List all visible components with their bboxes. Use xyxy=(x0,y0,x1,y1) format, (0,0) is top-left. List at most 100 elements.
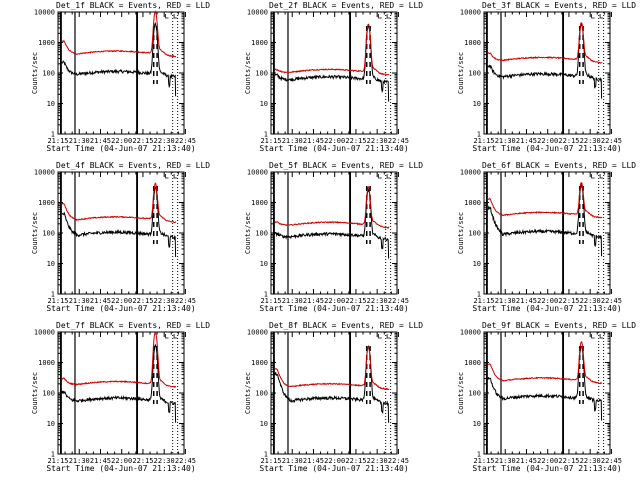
y-tick-label: 10 xyxy=(473,100,481,108)
y-tick-label: 100 xyxy=(468,230,481,238)
x-tick-label: 22:00 xyxy=(324,457,345,465)
y-tick-label: 10 xyxy=(47,100,55,108)
series-lld xyxy=(274,23,390,76)
panel-title: Det_9f BLACK = Events, RED = LLD xyxy=(482,321,636,330)
y-axis-title: Counts/sec xyxy=(244,372,252,414)
panel-title: Det_1f BLACK = Events, RED = LLD xyxy=(56,1,210,10)
x-tick-label: 22:30 xyxy=(580,137,601,145)
y-axis-title: Counts/sec xyxy=(31,212,39,254)
x-tick-label: 22:00 xyxy=(111,297,132,305)
bracket-mark xyxy=(173,174,178,179)
bracket-mark xyxy=(386,14,391,19)
bracket-mark xyxy=(378,14,382,19)
x-tick-label: 21:15 xyxy=(473,297,494,305)
x-axis-title: Start Time (04-Jun-07 21:13:40) xyxy=(259,464,408,473)
bracket-mark xyxy=(173,14,178,19)
x-tick-label: 21:45 xyxy=(516,457,537,465)
x-tick-label: 22:30 xyxy=(154,457,175,465)
panel-5: Det_5f BLACK = Events, RED = LLD 1 10 100 10… xyxy=(244,161,423,313)
x-axis-title: Start Time (04-Jun-07 21:13:40) xyxy=(472,144,621,153)
x-tick-label: 21:45 xyxy=(303,137,324,145)
y-tick-label: 1000 xyxy=(251,39,268,47)
x-tick-label: 22:45 xyxy=(175,297,196,305)
y-tick-label: 100 xyxy=(255,230,268,238)
y-tick-label: 10000 xyxy=(247,329,268,337)
series-lld xyxy=(61,10,177,58)
y-tick-label: 10 xyxy=(473,420,481,428)
panel-7: Det_7f BLACK = Events, RED = LLD 1 10 100 10… xyxy=(31,321,210,473)
x-tick-label: 21:30 xyxy=(69,297,90,305)
x-tick-label: 22:45 xyxy=(388,137,409,145)
x-axis-title: Start Time (04-Jun-07 21:13:40) xyxy=(46,464,195,473)
y-tick-label: 10 xyxy=(260,100,268,108)
x-tick-label: 22:00 xyxy=(324,297,345,305)
panel-title: Det_6f BLACK = Events, RED = LLD xyxy=(482,161,636,170)
y-tick-label: 10 xyxy=(260,420,268,428)
x-tick-label: 22:45 xyxy=(388,457,409,465)
bracket-mark xyxy=(591,14,595,19)
y-tick-label: 10000 xyxy=(247,9,268,17)
plot-frame xyxy=(57,11,185,135)
series-events xyxy=(487,345,603,421)
series-lld xyxy=(487,22,603,64)
y-tick-label: 100 xyxy=(255,390,268,398)
x-tick-label: 22:30 xyxy=(154,297,175,305)
panel-2: Det_2f BLACK = Events, RED = LLD 1 10 100 10… xyxy=(244,1,423,153)
series-events xyxy=(61,21,177,97)
y-tick-label: 1 xyxy=(477,131,481,139)
y-tick-label: 1000 xyxy=(251,359,268,367)
x-tick-label: 21:30 xyxy=(495,297,516,305)
x-tick-label: 21:45 xyxy=(516,137,537,145)
y-tick-label: 10 xyxy=(473,260,481,268)
x-axis-title: Start Time (04-Jun-07 21:13:40) xyxy=(46,144,195,153)
panel-9: Det_9f BLACK = Events, RED = LLD 1 10 100 10… xyxy=(457,321,636,473)
panel-3: Det_3f BLACK = Events, RED = LLD 1 10 100 10… xyxy=(457,1,636,153)
x-tick-label: 21:15 xyxy=(47,137,68,145)
bracket-mark xyxy=(165,174,169,179)
bracket-mark xyxy=(173,334,178,339)
series-lld xyxy=(61,331,177,389)
panel-title: Det_5f BLACK = Events, RED = LLD xyxy=(269,161,423,170)
x-tick-label: 22:15 xyxy=(558,297,579,305)
x-tick-label: 22:45 xyxy=(601,457,622,465)
x-tick-label: 22:15 xyxy=(345,297,366,305)
x-tick-label: 22:45 xyxy=(175,457,196,465)
x-tick-label: 22:30 xyxy=(580,297,601,305)
series-events xyxy=(61,185,177,257)
y-tick-label: 10000 xyxy=(460,169,481,177)
y-tick-label: 1 xyxy=(477,451,481,459)
x-tick-label: 22:15 xyxy=(132,457,153,465)
x-tick-label: 22:45 xyxy=(175,137,196,145)
plot-frame xyxy=(57,331,185,455)
x-axis-title: Start Time (04-Jun-07 21:13:40) xyxy=(46,304,195,313)
x-tick-label: 22:15 xyxy=(558,137,579,145)
x-tick-label: 22:15 xyxy=(345,137,366,145)
bracket-mark xyxy=(378,334,382,339)
x-tick-label: 21:15 xyxy=(260,457,281,465)
x-tick-label: 21:45 xyxy=(303,457,324,465)
series-events xyxy=(61,343,177,423)
panel-1: Det_1f BLACK = Events, RED = LLD 1 10 100 10… xyxy=(31,1,210,153)
panel-title: Det_2f BLACK = Events, RED = LLD xyxy=(269,1,423,10)
x-tick-label: 21:30 xyxy=(282,297,303,305)
series-events xyxy=(274,188,390,259)
series-lld xyxy=(274,185,390,229)
series-lld xyxy=(487,182,603,219)
panel-8: Det_8f BLACK = Events, RED = LLD 1 10 100 10… xyxy=(244,321,423,473)
x-axis-title: Start Time (04-Jun-07 21:13:40) xyxy=(259,304,408,313)
panel-4: Det_4f BLACK = Events, RED = LLD 1 10 100 10… xyxy=(31,161,210,313)
y-tick-label: 1000 xyxy=(464,359,481,367)
x-tick-label: 21:45 xyxy=(303,297,324,305)
x-tick-label: 21:45 xyxy=(516,297,537,305)
y-tick-label: 100 xyxy=(468,390,481,398)
x-tick-label: 21:15 xyxy=(47,297,68,305)
x-tick-label: 22:00 xyxy=(537,297,558,305)
x-tick-label: 22:15 xyxy=(558,457,579,465)
y-tick-label: 10 xyxy=(47,420,55,428)
y-tick-label: 1000 xyxy=(38,359,55,367)
x-tick-label: 22:30 xyxy=(367,297,388,305)
y-tick-label: 1000 xyxy=(464,39,481,47)
y-tick-label: 10 xyxy=(47,260,55,268)
y-tick-label: 1 xyxy=(51,451,55,459)
